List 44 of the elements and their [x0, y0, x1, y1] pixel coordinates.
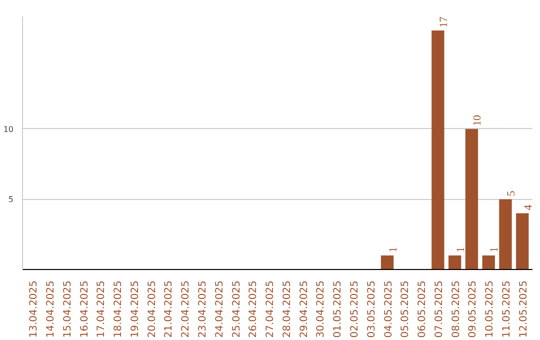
x-tick-label: 25.04.2025 [231, 280, 242, 338]
data-label: 1 [454, 246, 467, 252]
x-tick-label: 26.04.2025 [248, 280, 260, 338]
data-label: 10 [472, 114, 484, 126]
x-tick-label: 07.05.2025 [434, 280, 445, 338]
x-tick-label: 20.04.2025 [146, 280, 158, 338]
bar [465, 128, 478, 270]
x-tick-label: 21.04.2025 [164, 280, 175, 338]
x-tick-label: 27.04.2025 [265, 280, 276, 338]
x-tick-label: 29.04.2025 [298, 280, 310, 338]
x-tick-label: 02.05.2025 [349, 280, 360, 338]
data-label: 17 [438, 16, 450, 28]
x-tick-label: 09.05.2025 [468, 280, 479, 338]
x-tick-label: 14.04.2025 [46, 280, 57, 338]
x-tick-label: 12.05.2025 [518, 280, 530, 338]
x-tick-label: 08.05.2025 [450, 280, 462, 338]
x-tick-label: 23.04.2025 [198, 280, 209, 338]
x-tick-label: 19.04.2025 [130, 280, 141, 338]
bar [516, 213, 529, 270]
x-tick-label: 17.04.2025 [96, 280, 108, 338]
x-tick-label: 13.04.2025 [28, 280, 40, 338]
data-label: 1 [488, 246, 501, 252]
x-tick-label: 10.05.2025 [484, 280, 496, 338]
x-tick-label: 30.04.2025 [316, 280, 327, 338]
x-tick-label: 04.05.2025 [383, 280, 394, 338]
x-tick-label: 28.04.2025 [282, 280, 293, 338]
x-tick-label: 11.05.2025 [501, 280, 512, 338]
x-tick-label: 16.04.2025 [79, 280, 90, 338]
x-tick-label: 22.04.2025 [180, 280, 192, 338]
data-label: 1 [387, 246, 400, 252]
x-tick-label: 03.05.2025 [366, 280, 378, 338]
x-tick-label: 06.05.2025 [417, 280, 428, 338]
bar [482, 255, 495, 270]
x-tick-label: 01.05.2025 [332, 280, 344, 338]
bar [448, 255, 462, 270]
data-label: 4 [522, 204, 534, 210]
x-tick-label: 15.04.2025 [62, 280, 74, 338]
x-tick-label: 05.05.2025 [400, 280, 412, 338]
bar [499, 199, 512, 270]
bar [432, 30, 444, 270]
x-tick-label: 18.04.2025 [113, 280, 124, 338]
data-label: 5 [505, 190, 518, 196]
bar [380, 255, 394, 270]
x-tick-label: 24.04.2025 [214, 280, 226, 338]
